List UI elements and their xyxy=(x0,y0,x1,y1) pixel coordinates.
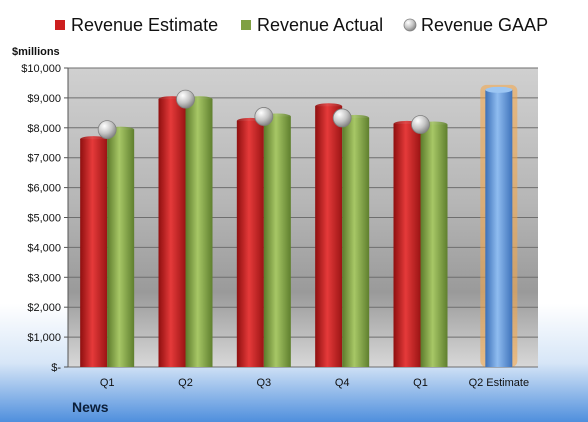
y-tick-label: $2,000 xyxy=(27,302,61,314)
bar-q2-estimate-cap xyxy=(485,86,513,93)
marker-revenue-gaap xyxy=(176,89,195,109)
y-tick-label: $4,000 xyxy=(27,242,61,254)
legend-label: Revenue GAAP xyxy=(421,15,548,35)
bar-revenue-estimate xyxy=(315,106,343,367)
y-tick-label: $8,000 xyxy=(27,123,61,135)
x-tick-label: Q2 Estimate xyxy=(469,377,530,389)
axes: $- $1,000 $2,000 $3,000 $4,000 $5,000 $6,000 $7… xyxy=(21,63,529,389)
legend-label: Revenue Estimate xyxy=(71,15,218,35)
x-tick-label: Q1 xyxy=(413,377,428,389)
marker-revenue-gaap xyxy=(97,120,117,139)
legend: Revenue Estimate Revenue Actual Revenue GA… xyxy=(55,15,548,35)
y-tick-label: $7,000 xyxy=(27,153,61,165)
legend-swatch xyxy=(55,20,65,30)
x-tick-label: Q2 xyxy=(178,377,193,389)
footer-label: News xyxy=(72,399,109,415)
bar-revenue-estimate-cap xyxy=(80,136,108,143)
bar-revenue-estimate xyxy=(158,99,186,367)
y-tick-label: $1,000 xyxy=(27,332,61,344)
bar-revenue-actual xyxy=(342,117,370,367)
marker-revenue-gaap xyxy=(332,108,352,128)
gridlines xyxy=(68,67,538,368)
bar-revenue-estimate xyxy=(236,120,264,367)
bars xyxy=(80,84,518,368)
bar-revenue-actual xyxy=(185,99,213,367)
bar-revenue-actual xyxy=(263,116,291,367)
y-axis-unit-label: $millions xyxy=(12,46,60,58)
legend-label: Revenue Actual xyxy=(257,15,383,35)
y-tick-label: $9,000 xyxy=(27,93,61,105)
bar-revenue-estimate xyxy=(393,123,421,368)
y-tick-label: $10,000 xyxy=(21,63,61,75)
y-tick-label: $3,000 xyxy=(27,272,61,284)
x-tick-label: Q3 xyxy=(256,377,271,389)
bar-revenue-actual xyxy=(420,124,448,367)
bar-revenue-actual xyxy=(107,129,135,367)
legend-swatch xyxy=(403,18,417,32)
marker-revenue-gaap xyxy=(254,107,274,126)
y-tick-label: $- xyxy=(51,362,61,374)
bar-revenue-estimate xyxy=(80,139,108,367)
x-tick-label: Q4 xyxy=(335,377,350,389)
y-tick-label: $5,000 xyxy=(27,213,61,225)
marker-revenue-gaap xyxy=(411,115,430,134)
y-tick-label: $6,000 xyxy=(27,183,61,195)
bar-revenue-estimate-cap xyxy=(315,103,343,110)
bar-q2-estimate xyxy=(485,89,513,368)
x-tick-label: Q1 xyxy=(100,377,115,389)
legend-swatch xyxy=(241,20,251,30)
